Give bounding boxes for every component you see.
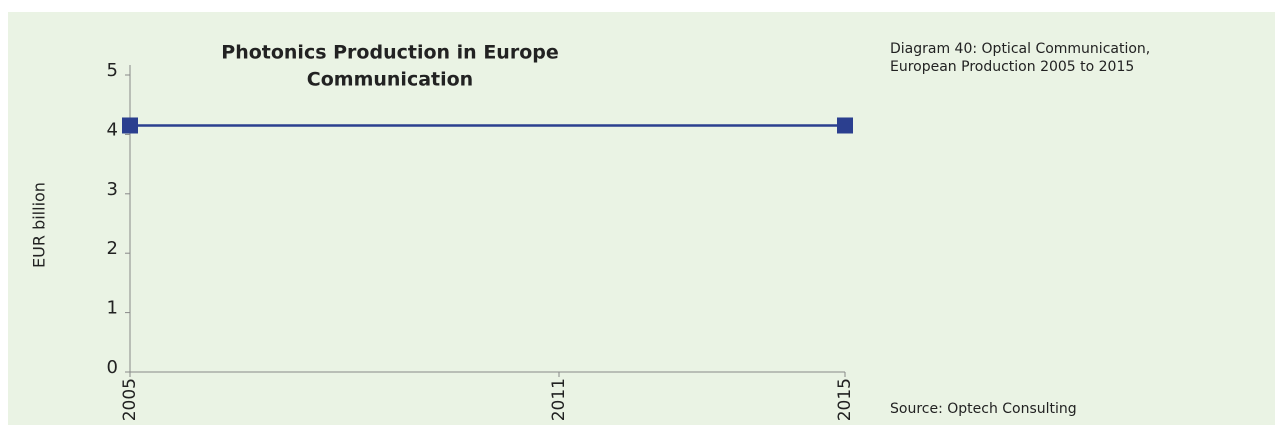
y-tick-label: 2: [107, 238, 118, 259]
source: Source: Optech Consulting: [890, 401, 1077, 417]
point: [837, 117, 853, 134]
x-tick-label: 2005: [120, 378, 140, 421]
x-tick-label: 2015: [835, 378, 855, 421]
point: [122, 117, 138, 134]
chart-title: Communication: [307, 69, 473, 91]
y-tick-label: 0: [107, 357, 118, 378]
y-tick-label: 3: [107, 179, 118, 200]
x-tick-label: 2011: [549, 378, 569, 421]
background: [8, 12, 1275, 425]
y-tick-label: 4: [107, 119, 118, 140]
y-tick-label: 1: [107, 298, 118, 319]
y-axis-label: EUR billion: [30, 182, 49, 268]
caption: European Production 2005 to 2015: [890, 59, 1134, 75]
y-tick-label: 5: [107, 60, 118, 81]
caption: Diagram 40: Optical Communication,: [890, 41, 1150, 57]
chart-title: Photonics Production in Europe: [221, 42, 558, 64]
